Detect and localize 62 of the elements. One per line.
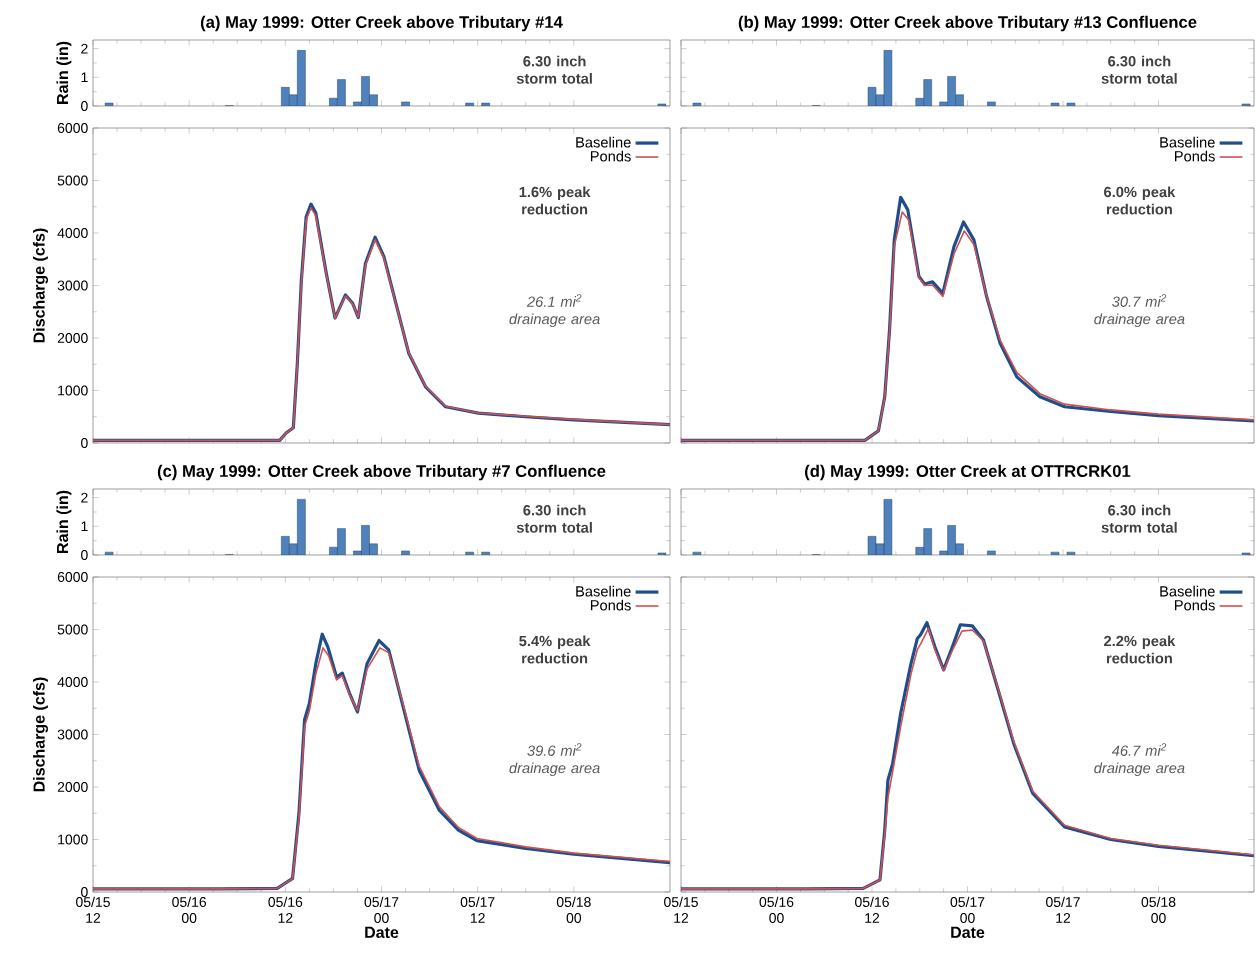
- legend-label: Ponds: [1175, 150, 1215, 162]
- x-tick-label: 05/18 00: [556, 896, 591, 923]
- x-tick-label: 05/17 12: [460, 896, 495, 923]
- annotation: 30.7 mi$^{2}$ drainage area: [1094, 294, 1185, 328]
- annotation: 6.0% peak reduction: [1104, 186, 1176, 215]
- y-tick-label: 3000: [57, 729, 88, 740]
- x-tick-label: 05/15 12: [76, 896, 110, 923]
- y-tick-label: 2000: [57, 782, 88, 792]
- legend-label: Ponds: [590, 150, 631, 162]
- legend-label: Baseline: [1160, 585, 1215, 597]
- x-axis-title: Date: [951, 926, 985, 938]
- y-axis-title: Rain (in): [56, 41, 72, 104]
- y-tick-label: 1000: [58, 834, 88, 845]
- legend-label: Baseline: [1160, 136, 1215, 148]
- annotation: 39.6 mi$^{2}$ drainage area: [509, 743, 600, 777]
- annotation: 6.30 inch storm total: [516, 55, 592, 84]
- x-tick-label: 05/17 12: [1046, 896, 1080, 923]
- y-tick-label: 5000: [57, 175, 88, 186]
- y-tick-label: 1000: [58, 385, 88, 396]
- y-tick-label: 4000: [57, 228, 88, 238]
- annotation: 46.7 mi$^{2}$ drainage area: [1094, 743, 1185, 777]
- y-tick-label: 1: [81, 72, 88, 83]
- y-tick-label: 3000: [57, 280, 88, 291]
- x-tick-label: 05/16 00: [172, 896, 207, 923]
- x-tick-label: 05/16 12: [855, 896, 889, 923]
- annotation: 2.2% peak reduction: [1104, 635, 1176, 664]
- annotation: 1.6% peak reduction: [519, 186, 591, 215]
- x-tick-label: 05/17 00: [364, 896, 399, 923]
- y-tick-label: 0: [81, 550, 88, 560]
- x-axis-title: Date: [365, 926, 399, 938]
- annotation: 6.30 inch storm total: [1101, 504, 1177, 533]
- x-tick-label: 05/15 12: [664, 896, 698, 923]
- x-tick-label: 05/16 00: [759, 896, 794, 923]
- y-tick-label: 2: [81, 492, 88, 503]
- y-tick-label: 0: [81, 101, 88, 111]
- annotation: 6.30 inch storm total: [1101, 55, 1177, 84]
- y-tick-label: 0: [81, 887, 88, 897]
- y-tick-label: 6000: [57, 123, 88, 133]
- x-tick-label: 05/16 12: [268, 896, 303, 923]
- y-tick-label: 6000: [57, 572, 88, 582]
- annotation: 6.30 inch storm total: [516, 504, 592, 533]
- y-axis-title: Discharge (cfs): [33, 228, 48, 343]
- x-tick-label: 05/17 00: [950, 896, 985, 923]
- legend-label: Ponds: [590, 599, 631, 611]
- y-tick-label: 1: [81, 521, 88, 532]
- annotation: 5.4% peak reduction: [519, 635, 591, 664]
- y-axis-title: Rain (in): [56, 490, 72, 553]
- y-tick-label: 2: [81, 43, 88, 54]
- annotation: 26.1 mi$^{2}$ drainage area: [509, 294, 600, 328]
- chart-title: (d) May 1999: Otter Creek at OTTRCRK01: [805, 464, 1131, 481]
- legend-label: Ponds: [1175, 599, 1215, 611]
- legend-label: Baseline: [576, 585, 631, 597]
- y-tick-label: 0: [81, 438, 88, 448]
- y-tick-label: 5000: [57, 624, 88, 635]
- y-axis-title: Discharge (cfs): [33, 677, 48, 792]
- chart-title: (a) May 1999: Otter Creek above Tributary #14: [200, 15, 563, 32]
- legend-label: Baseline: [576, 136, 631, 148]
- y-tick-label: 2000: [57, 333, 88, 343]
- x-tick-label: 05/18 00: [1141, 896, 1176, 923]
- y-tick-label: 4000: [57, 677, 88, 687]
- chart-title: (c) May 1999: Otter Creek above Tributary #7 Confluence: [157, 464, 606, 481]
- chart-title: (b) May 1999: Otter Creek above Tributary #13 Confluence: [738, 15, 1197, 32]
